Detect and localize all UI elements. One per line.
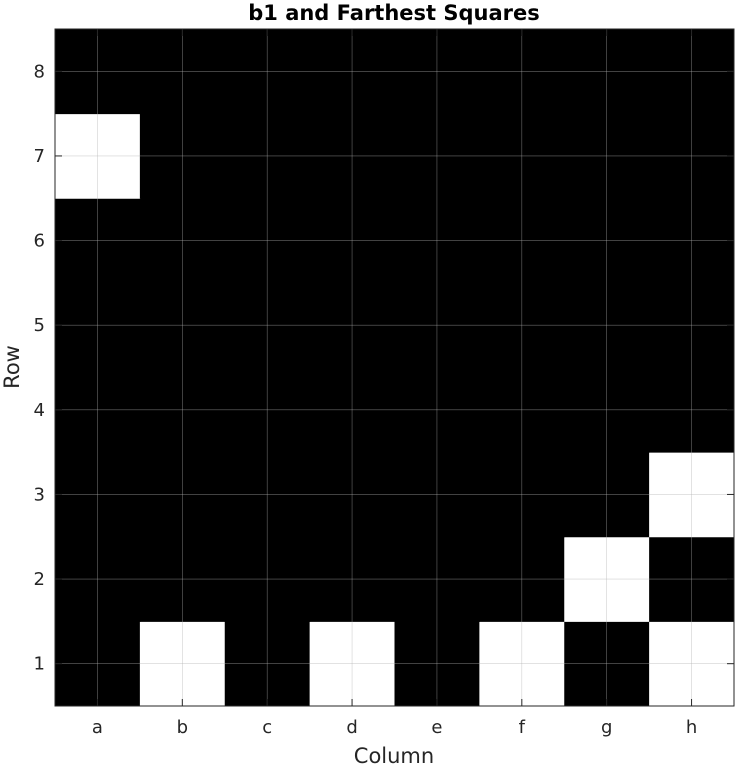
y-axis-label: Row — [0, 345, 24, 389]
y-tick-label-3: 3 — [34, 484, 45, 505]
x-tick-label-h: h — [686, 717, 697, 738]
x-tick-label-c: c — [262, 717, 272, 738]
y-tick-label-7: 7 — [34, 146, 45, 167]
x-tick-label-b: b — [177, 717, 188, 738]
y-tick-label-4: 4 — [34, 400, 45, 421]
x-tick-label-g: g — [601, 717, 612, 738]
y-tick-label-2: 2 — [34, 569, 45, 590]
x-tick-labels: a b c d e f g h — [92, 29, 697, 738]
heatmap-cells — [55, 29, 735, 707]
chart-title: b1 and Farthest Squares — [248, 1, 540, 25]
y-tick-label-1: 1 — [34, 654, 45, 675]
grid-lines — [55, 29, 734, 706]
y-tick-label-5: 5 — [34, 315, 45, 336]
y-tick-label-6: 6 — [34, 231, 45, 252]
x-tick-label-a: a — [92, 717, 103, 738]
x-tick-label-e: e — [431, 717, 442, 738]
plot-frame — [54, 28, 735, 707]
x-tick-label-f: f — [519, 717, 526, 738]
y-tick-label-8: 8 — [34, 61, 45, 82]
x-axis-label: Column — [354, 744, 434, 767]
x-tick-label-d: d — [346, 717, 357, 738]
y-tick-labels: 1 2 3 4 5 6 7 8 — [34, 61, 734, 675]
